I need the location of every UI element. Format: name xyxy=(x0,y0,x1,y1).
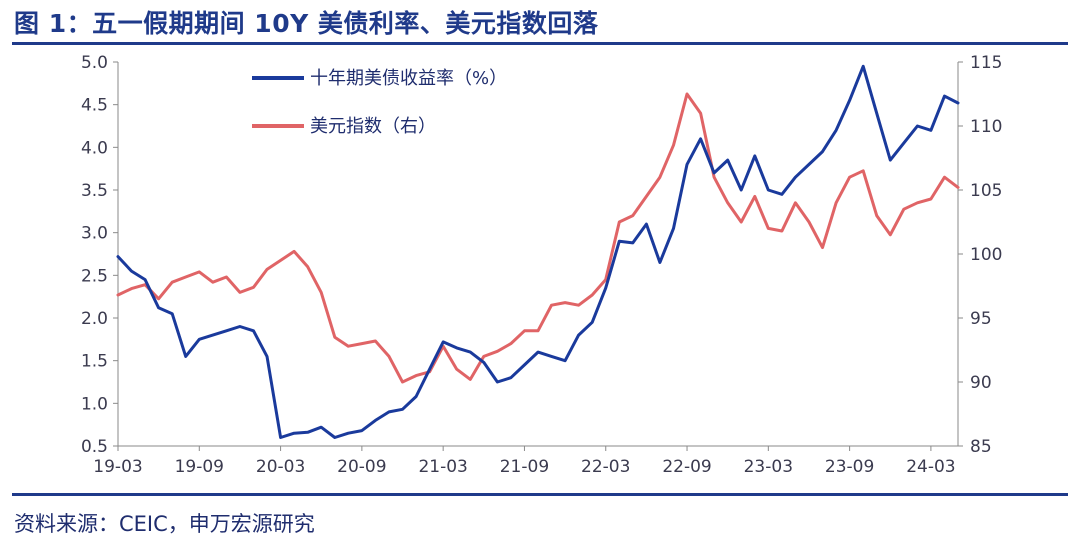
y-left-tick-label: 1.5 xyxy=(81,352,108,372)
y-left-tick-label: 5.0 xyxy=(81,53,108,73)
y-left-tick-label: 0.5 xyxy=(81,437,108,457)
series-line-treasury-yield xyxy=(116,64,960,439)
title-divider xyxy=(12,42,1068,45)
y-right-tick-label: 100 xyxy=(970,245,1002,265)
x-tick-label: 22-09 xyxy=(662,457,711,477)
legend-label-dollar-index: 美元指数（右） xyxy=(310,116,436,137)
y-left-tick-label: 2.5 xyxy=(81,266,108,286)
x-tick-label: 23-09 xyxy=(825,457,874,477)
y-right-tick-label: 115 xyxy=(970,53,1002,73)
series-line-dollar-index xyxy=(116,92,960,384)
y-right-tick-label: 105 xyxy=(970,181,1002,201)
footer-divider xyxy=(12,493,1068,496)
y-right-tick-label: 95 xyxy=(970,309,992,329)
x-tick-label: 20-09 xyxy=(337,457,386,477)
y-left-tick-label: 1.0 xyxy=(81,394,108,414)
x-tick-label: 23-03 xyxy=(744,457,793,477)
y-left-tick-label: 3.0 xyxy=(81,224,108,244)
legend-label-treasury-yield: 十年期美债收益率（%） xyxy=(310,68,507,89)
y-left-tick-label: 4.5 xyxy=(81,96,108,116)
x-tick-label: 21-09 xyxy=(500,457,549,477)
x-tick-label: 19-09 xyxy=(175,457,224,477)
x-tick-label: 20-03 xyxy=(256,457,305,477)
y-left-tick-label: 3.5 xyxy=(81,181,108,201)
x-tick-label: 19-03 xyxy=(93,457,142,477)
y-left-tick-label: 4.0 xyxy=(81,138,108,158)
x-tick-label: 21-03 xyxy=(418,457,467,477)
y-right-tick-label: 85 xyxy=(970,437,992,457)
x-tick-label: 22-03 xyxy=(581,457,630,477)
page-title: 图 1：五一假期期间 10Y 美债利率、美元指数回落 xyxy=(14,9,599,38)
y-left-tick-label: 2.0 xyxy=(81,309,108,329)
source-note: 资料来源：CEIC，申万宏源研究 xyxy=(14,512,315,536)
y-right-tick-label: 90 xyxy=(970,373,992,393)
x-tick-label: 24-03 xyxy=(906,457,955,477)
y-right-tick-label: 110 xyxy=(970,117,1002,137)
